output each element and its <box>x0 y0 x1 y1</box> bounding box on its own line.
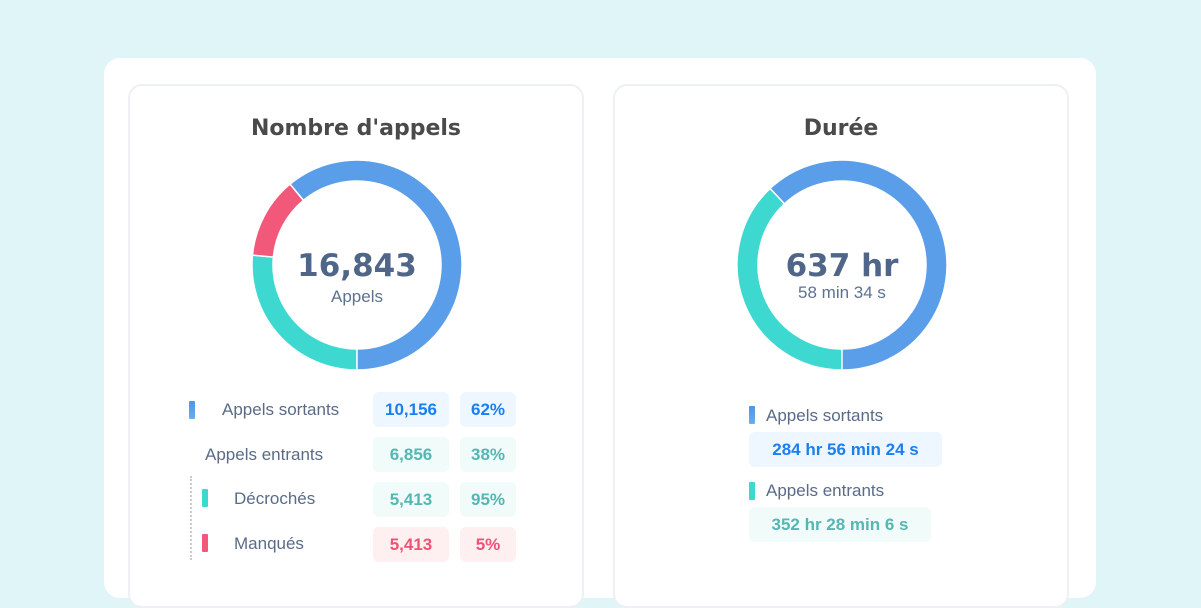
outgoing-label: Appels sortants <box>222 400 340 419</box>
duration-incoming-marker <box>749 482 755 500</box>
duration-title: Durée <box>803 116 879 141</box>
answered-label: Décrochés <box>234 489 316 508</box>
outgoing-count: 10,156 <box>373 392 449 427</box>
incoming-count: 6,856 <box>373 437 449 472</box>
calls-title: Nombre d'appels <box>250 116 461 141</box>
answered-legend-marker <box>202 489 208 507</box>
duration-incoming-value: 352 hr 28 min 6 s <box>749 507 931 542</box>
missed-percent: 5% <box>460 527 516 562</box>
missed-label: Manqués <box>234 534 304 553</box>
calls-panel: Nombre d'appels 16,843 Appels Appels sor… <box>128 84 584 608</box>
duration-total: 637 hr <box>785 248 899 284</box>
duration-center: 637 hr 58 min 34 s <box>742 249 942 303</box>
duration-donut-chart <box>736 159 948 371</box>
incoming-label: Appels entrants <box>205 445 324 464</box>
donut-segment-appels-sortants <box>289 159 463 371</box>
outgoing-legend-marker <box>189 401 195 419</box>
calls-total: 16,843 <box>297 248 417 284</box>
calls-center: 16,843 Appels <box>257 249 457 307</box>
duration-outgoing-value: 284 hr 56 min 24 s <box>749 432 942 467</box>
dashboard-card: Nombre d'appels 16,843 Appels Appels sor… <box>104 58 1096 608</box>
outgoing-percent: 62% <box>460 392 516 427</box>
answered-percent: 95% <box>460 482 516 517</box>
calls-donut-chart <box>251 159 463 371</box>
duration-outgoing-label: Appels sortants <box>766 406 884 425</box>
incoming-percent: 38% <box>460 437 516 472</box>
answered-count: 5,413 <box>373 482 449 517</box>
duration-total-sub: 58 min 34 s <box>798 283 886 302</box>
missed-legend-marker <box>202 534 208 552</box>
duration-incoming-label: Appels entrants <box>766 481 885 500</box>
duration-outgoing-marker <box>749 406 755 424</box>
duration-panel: Durée 637 hr 58 min 34 s Appels sortants… <box>613 84 1069 608</box>
missed-count: 5,413 <box>373 527 449 562</box>
donut-segment-appels-sortants <box>769 159 948 371</box>
calls-total-label: Appels <box>331 287 383 306</box>
donut-segment-manqués <box>251 183 305 258</box>
tree-connector <box>190 476 192 560</box>
